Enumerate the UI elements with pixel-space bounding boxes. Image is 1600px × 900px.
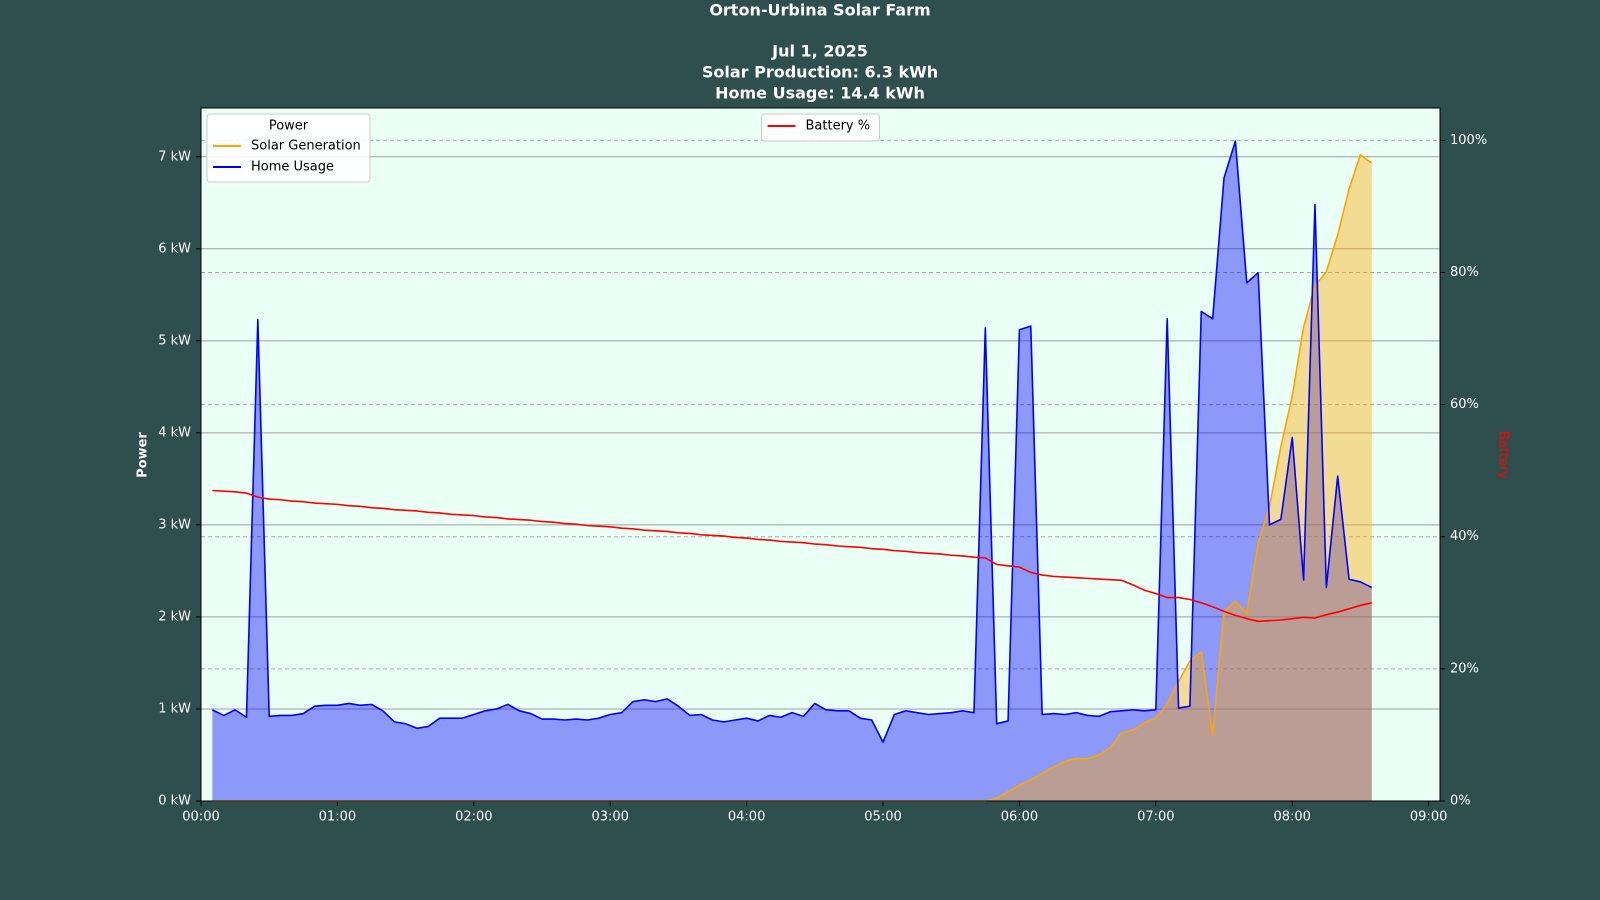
area xyxy=(212,141,1372,801)
x-tick-label: 01:00 xyxy=(319,810,356,825)
y2-tick-label: 0% xyxy=(1450,794,1471,809)
y-tick-label: 0 kW xyxy=(158,794,191,809)
y-axis-label: Power xyxy=(136,432,151,478)
y-tick-label: 1 kW xyxy=(158,701,191,716)
x-tick-label: 06:00 xyxy=(1001,810,1038,825)
y-tick-label: 6 kW xyxy=(158,241,191,256)
legend-title: Power xyxy=(269,119,309,134)
y2-tick-label: 80% xyxy=(1450,265,1479,280)
chart-subtitle: Solar Production: 6.3 kWh xyxy=(702,63,938,82)
x-tick-label: 00:00 xyxy=(182,810,219,825)
line xyxy=(212,140,1373,743)
y-tick-label: 5 kW xyxy=(158,333,191,348)
y2-tick-label: 40% xyxy=(1450,529,1479,544)
chart-subtitle: Jul 1, 2025 xyxy=(771,42,868,61)
y-tick-label: 2 kW xyxy=(158,609,191,624)
plot-area xyxy=(201,108,1440,801)
x-tick-label: 09:00 xyxy=(1410,810,1447,825)
legend-label: Battery % xyxy=(806,119,871,134)
y-tick-label: 4 kW xyxy=(158,425,191,440)
y2-tick-label: 20% xyxy=(1450,661,1479,676)
legend: Battery % xyxy=(761,113,880,142)
y2-tick-label: 100% xyxy=(1450,133,1487,148)
line xyxy=(212,489,1372,623)
legend-box xyxy=(761,113,880,142)
chart-subtitle: Home Usage: 14.4 kWh xyxy=(715,84,925,103)
y-tick-label: 3 kW xyxy=(158,517,191,532)
x-tick-label: 04:00 xyxy=(728,810,765,825)
x-tick-label: 03:00 xyxy=(591,810,628,825)
plot-frame xyxy=(200,107,1441,802)
x-tick-label: 05:00 xyxy=(864,810,901,825)
x-tick-label: 07:00 xyxy=(1137,810,1174,825)
x-tick-label: 02:00 xyxy=(455,810,492,825)
legend-label: Solar Generation xyxy=(251,139,361,154)
legend-label: Home Usage xyxy=(251,160,334,175)
y2-tick-label: 60% xyxy=(1450,397,1479,412)
x-tick-label: 08:00 xyxy=(1273,810,1310,825)
legend-box xyxy=(206,113,371,183)
legend: Power Solar Generation Home Usage xyxy=(206,113,371,183)
chart-title: Orton-Urbina Solar Farm xyxy=(709,1,930,20)
area xyxy=(212,154,1372,801)
y2-axis-label: Battery xyxy=(1496,431,1511,479)
y-tick-label: 7 kW xyxy=(158,149,191,164)
